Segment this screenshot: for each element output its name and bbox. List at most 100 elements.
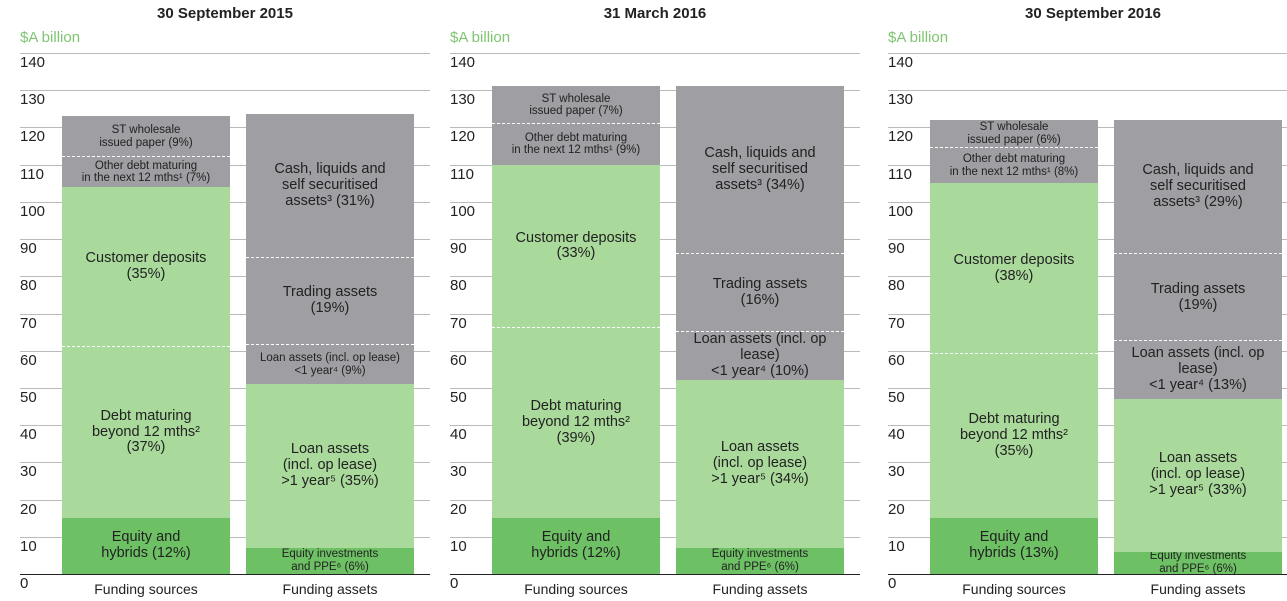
y-tick-label: 20 <box>20 500 37 518</box>
segment-label: Customer deposits (38%) <box>953 251 1075 284</box>
segment-separator <box>62 345 230 347</box>
grid-line <box>20 53 430 54</box>
y-tick-label: 60 <box>450 351 467 369</box>
segment-separator <box>676 331 844 333</box>
y-tick-label: 80 <box>20 277 37 295</box>
y-axis-label: $A billion <box>450 29 511 46</box>
bar-segment <box>62 518 230 574</box>
y-tick-label: 130 <box>450 91 476 109</box>
x-tick-label: Funding assets <box>1150 581 1246 597</box>
segment-separator <box>246 344 414 346</box>
segment-label: Equity investments and PPE⁶ (6%) <box>1149 550 1247 575</box>
segment-label: Loan assets (incl. op lease) >1 year⁵ (3… <box>1149 450 1247 499</box>
y-tick-label: 90 <box>450 240 467 258</box>
y-tick-label: 40 <box>450 426 467 444</box>
segment-separator <box>246 256 414 258</box>
segment-label: Loan assets (incl. op lease) >1 year⁵ (3… <box>281 441 379 489</box>
y-tick-label: 100 <box>888 202 914 220</box>
segment-label: Trading assets (19%) <box>282 284 378 317</box>
y-tick-label: 0 <box>450 575 459 592</box>
bar-segment <box>1114 341 1282 400</box>
segment-label: Equity investments and PPE⁶ (6%) <box>281 548 379 574</box>
segment-separator <box>492 122 660 124</box>
bar-segment <box>492 86 660 124</box>
segment-label: Loan assets (incl. op lease) >1 year⁵ (3… <box>711 439 809 488</box>
bar-segment <box>676 380 844 548</box>
x-tick-label: Funding sources <box>94 581 198 597</box>
x-tick-label: Funding sources <box>524 581 628 597</box>
segment-label: ST wholesale issued paper (9%) <box>99 124 193 149</box>
chart-title: 30 September 2015 <box>157 5 293 22</box>
bar-segment <box>492 123 660 165</box>
y-tick-label: 40 <box>20 426 37 444</box>
y-tick-label: 60 <box>20 351 37 369</box>
y-tick-label: 0 <box>888 575 897 592</box>
y-tick-label: 30 <box>888 463 905 481</box>
bar-segment <box>62 346 230 519</box>
bar-segment <box>930 354 1098 519</box>
bar-segment <box>246 114 414 258</box>
segment-label: Customer deposits (33%) <box>515 229 637 262</box>
segment-label: Cash, liquids and self securitised asset… <box>274 161 386 209</box>
bar-segment <box>930 147 1098 184</box>
y-tick-label: 10 <box>888 537 905 555</box>
bar-segment <box>676 547 844 574</box>
y-tick-label: 80 <box>888 277 905 295</box>
grid-line <box>450 53 860 54</box>
y-tick-label: 20 <box>450 500 467 518</box>
segment-separator <box>62 156 230 158</box>
segment-label: Loan assets (incl. op lease) <1 year⁴ (1… <box>693 331 827 380</box>
y-tick-label: 50 <box>888 388 905 406</box>
segment-separator <box>676 252 844 254</box>
y-tick-label: 120 <box>20 128 46 146</box>
segment-label: Equity investments and PPE⁶ (6%) <box>711 548 809 574</box>
segment-label: Debt maturing beyond 12 mths² (37%) <box>91 407 200 456</box>
segment-label: Equity and hybrids (13%) <box>969 529 1059 562</box>
x-tick-label: Funding assets <box>712 581 808 597</box>
bar-segment <box>676 253 844 333</box>
segment-label: Cash, liquids and self securitised asset… <box>1142 161 1254 210</box>
bar-segment <box>676 86 844 254</box>
y-axis-label: $A billion <box>888 29 949 46</box>
y-tick-label: 110 <box>20 165 44 183</box>
bar-segment <box>676 332 844 381</box>
y-tick-label: 140 <box>450 54 476 71</box>
grid-line <box>20 574 430 575</box>
y-tick-label: 100 <box>20 202 46 220</box>
y-tick-label: 20 <box>888 500 905 518</box>
y-tick-label: 120 <box>888 128 914 146</box>
y-tick-label: 40 <box>888 426 905 444</box>
segment-label: Other debt maturing in the next 12 mths¹… <box>511 131 641 157</box>
segment-label: ST wholesale issued paper (6%) <box>967 121 1061 147</box>
segment-separator <box>492 327 660 329</box>
y-axis-label: $A billion <box>20 29 81 46</box>
bar-segment <box>62 116 230 158</box>
y-tick-label: 130 <box>20 91 46 109</box>
grid-line <box>450 574 860 575</box>
segment-label: ST wholesale issued paper (7%) <box>529 92 623 118</box>
segment-separator <box>1114 252 1282 254</box>
bar-segment <box>1114 253 1282 342</box>
bar-segment <box>492 328 660 519</box>
bar-segment <box>1114 551 1282 574</box>
bar-segment <box>1114 399 1282 552</box>
bar-segment <box>930 518 1098 574</box>
y-tick-label: 100 <box>450 202 476 220</box>
bar-segment <box>1114 119 1282 254</box>
bar-segment <box>492 518 660 574</box>
x-tick-label: Funding sources <box>962 581 1066 597</box>
bar-segment <box>492 164 660 329</box>
y-tick-label: 30 <box>20 463 37 481</box>
segment-label: Cash, liquids and self securitised asset… <box>704 145 816 194</box>
y-tick-label: 70 <box>20 314 37 332</box>
y-tick-label: 70 <box>450 314 467 332</box>
bar-segment <box>246 384 414 548</box>
grid-line <box>888 53 1287 54</box>
y-tick-label: 90 <box>888 240 905 258</box>
y-tick-label: 60 <box>888 351 905 369</box>
segment-label: Other debt maturing in the next 12 mths¹… <box>949 153 1079 178</box>
segment-label: Debt maturing beyond 12 mths² (35%) <box>959 411 1068 460</box>
y-tick-label: 90 <box>20 240 37 258</box>
bar-segment <box>246 257 414 346</box>
segment-label: Debt maturing beyond 12 mths² (39%) <box>521 398 630 447</box>
